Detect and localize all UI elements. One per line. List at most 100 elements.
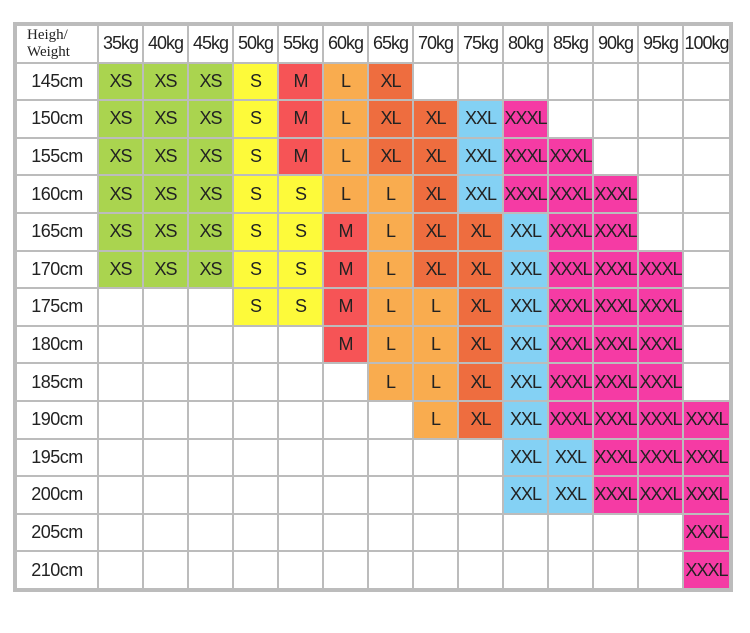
empty-cell [458, 62, 503, 101]
size-cell: L [413, 325, 458, 364]
empty-cell [188, 513, 233, 552]
size-cell: XXXL [593, 438, 638, 477]
size-cell: XL [368, 100, 413, 138]
empty-cell [98, 363, 143, 401]
size-cell: XXL [503, 288, 548, 326]
size-cell: XS [98, 250, 143, 289]
empty-cell [638, 513, 683, 552]
size-cell: XS [98, 137, 143, 176]
size-cell: XXXL [503, 175, 548, 213]
table-row: 170cm XS XS XS S S M L XL XL XXL XXXL XXXL XXXL [16, 250, 730, 289]
size-cell: XL [368, 137, 413, 176]
size-cell: XXXL [593, 363, 638, 401]
size-cell: XXXL [593, 250, 638, 289]
table-row: 150cm XS XS XS S M L XL XL XXL XXXL [16, 100, 730, 138]
size-cell: L [413, 288, 458, 326]
empty-cell [458, 513, 503, 552]
empty-cell [683, 212, 730, 251]
empty-cell [413, 476, 458, 514]
weight-header-cell: 65kg [368, 25, 413, 63]
empty-cell [278, 476, 323, 514]
size-cell: XL [368, 62, 413, 101]
size-cell: XS [188, 62, 233, 101]
empty-cell [233, 551, 278, 589]
weight-header-cell: 35kg [98, 25, 143, 63]
empty-cell [368, 438, 413, 477]
size-cell: XS [98, 62, 143, 101]
weight-header-cell: 100kg [683, 25, 730, 63]
size-cell: XXL [503, 325, 548, 364]
corner-label-line-2: Weight [27, 43, 70, 60]
size-cell: XXXL [593, 325, 638, 364]
size-cell: XXL [548, 438, 593, 477]
empty-cell [98, 513, 143, 552]
height-label-cell: 175cm [16, 288, 98, 326]
empty-cell [548, 100, 593, 138]
empty-cell [98, 438, 143, 477]
empty-cell [233, 400, 278, 439]
size-cell: S [233, 175, 278, 213]
empty-cell [233, 438, 278, 477]
empty-cell [638, 137, 683, 176]
empty-cell [593, 62, 638, 101]
empty-cell [98, 288, 143, 326]
height-label-cell: 200cm [16, 476, 98, 514]
size-cell: XS [143, 212, 188, 251]
size-cell: L [413, 363, 458, 401]
size-cell: XL [458, 363, 503, 401]
empty-cell [503, 551, 548, 589]
empty-cell [323, 438, 368, 477]
weight-header-row: Heigh/ Weight 35kg 40kg 45kg 50kg 55kg 60kg 65… [16, 25, 730, 63]
size-cell: S [278, 212, 323, 251]
empty-cell [143, 325, 188, 364]
size-cell: S [278, 288, 323, 326]
empty-cell [548, 62, 593, 101]
height-label-cell: 180cm [16, 325, 98, 364]
size-cell: XXXL [638, 476, 683, 514]
size-cell: S [233, 137, 278, 176]
size-cell: XL [458, 325, 503, 364]
empty-cell [188, 438, 233, 477]
size-cell: XXXL [548, 175, 593, 213]
size-cell: XL [413, 137, 458, 176]
empty-cell [278, 325, 323, 364]
empty-cell [593, 100, 638, 138]
size-cell: XL [413, 250, 458, 289]
empty-cell [683, 250, 730, 289]
empty-cell [323, 513, 368, 552]
size-cell: M [278, 62, 323, 101]
size-cell: XS [188, 250, 233, 289]
empty-cell [548, 551, 593, 589]
empty-cell [503, 62, 548, 101]
weight-header-cell: 85kg [548, 25, 593, 63]
size-cell: XL [458, 250, 503, 289]
table-row: 160cm XS XS XS S S L L XL XXL XXXL XXXL XXXL [16, 175, 730, 213]
weight-header-cell: 60kg [323, 25, 368, 63]
size-cell: XXXL [548, 250, 593, 289]
size-cell: XXXL [593, 476, 638, 514]
weight-header-cell: 45kg [188, 25, 233, 63]
empty-cell [278, 438, 323, 477]
empty-cell [233, 476, 278, 514]
size-cell: XL [458, 400, 503, 439]
size-cell: XXXL [548, 363, 593, 401]
empty-cell [683, 62, 730, 101]
empty-cell [143, 513, 188, 552]
empty-cell [413, 513, 458, 552]
height-label-cell: 210cm [16, 551, 98, 589]
size-cell: L [413, 400, 458, 439]
height-label-cell: 150cm [16, 100, 98, 138]
empty-cell [548, 513, 593, 552]
size-cell: XXXL [548, 288, 593, 326]
empty-cell [278, 551, 323, 589]
empty-cell [503, 513, 548, 552]
size-cell: XL [413, 212, 458, 251]
size-cell: XS [143, 137, 188, 176]
empty-cell [233, 325, 278, 364]
size-cell: L [323, 175, 368, 213]
size-cell: XS [188, 137, 233, 176]
weight-header-cell: 40kg [143, 25, 188, 63]
size-cell: L [368, 325, 413, 364]
empty-cell [458, 476, 503, 514]
empty-cell [98, 325, 143, 364]
